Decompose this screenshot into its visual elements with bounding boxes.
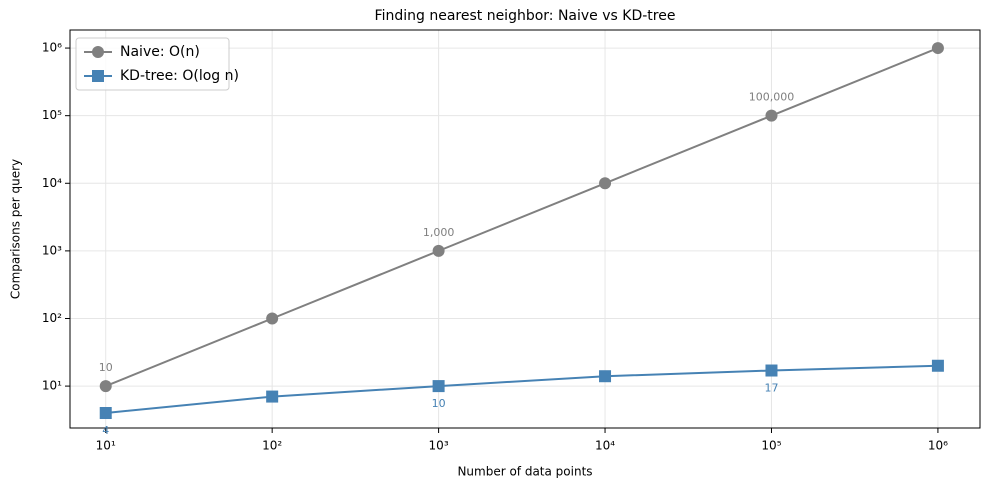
series-line <box>105 364 938 414</box>
marker <box>99 407 112 420</box>
y-tick-label: 10² <box>42 311 62 325</box>
value-label: 1,000 <box>423 226 455 239</box>
x-tick-label: 10³ <box>429 439 449 453</box>
legend-label: KD-tree: O(log n) <box>120 68 239 84</box>
series-line <box>105 47 939 388</box>
value-label: 100,000 <box>749 91 795 104</box>
x-tick-label: 10¹ <box>96 439 116 453</box>
value-label: 17 <box>764 382 778 395</box>
chart-title: Finding nearest neighbor: Naive vs KD-tr… <box>375 8 676 24</box>
x-axis-label: Number of data points <box>457 465 592 479</box>
legend-label: Naive: O(n) <box>120 44 200 60</box>
marker <box>765 109 778 122</box>
plot-frame <box>69 29 981 429</box>
y-tick-label: 10⁶ <box>42 41 62 55</box>
x-tick-label: 10⁵ <box>761 439 781 453</box>
value-label: 4 <box>102 424 109 437</box>
legend-marker <box>92 46 104 58</box>
x-tick-label: 10² <box>262 439 282 453</box>
marker <box>266 312 279 325</box>
value-label: 10 <box>99 361 113 374</box>
y-axis-label: Comparisons per query <box>9 159 23 299</box>
legend-box <box>75 37 230 91</box>
marker <box>931 42 944 55</box>
y-tick-label: 10³ <box>42 243 62 257</box>
y-tick-label: 10⁵ <box>42 108 62 122</box>
marker <box>432 244 445 257</box>
marker <box>765 364 778 377</box>
x-tick-label: 10⁶ <box>928 439 948 453</box>
marker <box>599 177 612 190</box>
y-tick-label: 10¹ <box>42 379 62 393</box>
x-tick-label: 10⁴ <box>595 439 615 453</box>
legend-marker <box>92 70 104 82</box>
legend: Naive: O(n) KD-tree: O(log n) <box>75 37 239 91</box>
value-label: 10 <box>432 397 446 410</box>
marker <box>99 380 112 393</box>
marker <box>931 359 944 372</box>
marker <box>599 370 612 383</box>
marker <box>432 380 445 393</box>
marker <box>266 390 279 403</box>
y-tick-label: 10⁴ <box>42 176 62 190</box>
